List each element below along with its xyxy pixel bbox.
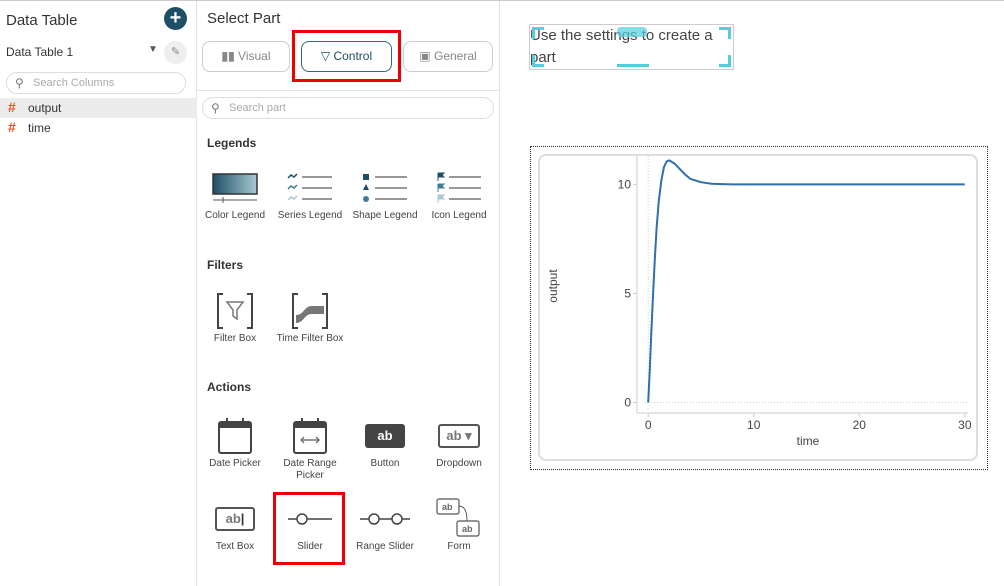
part-label: Range Slider [356, 541, 414, 552]
color-legend-icon [212, 173, 258, 203]
series-line-output [647, 159, 965, 403]
bar-chart-icon: ▮▮ [221, 49, 235, 63]
search-placeholder: Search part [229, 102, 286, 114]
part-filter-box[interactable]: Filter Box [197, 289, 273, 345]
part-dropdown[interactable]: ab ▾ Dropdown [421, 414, 497, 470]
tab-label: Visual [238, 49, 271, 63]
part-time-filter-box[interactable]: Time Filter Box [272, 289, 348, 345]
part-label: Slider [297, 541, 323, 552]
tab-label: Control [333, 49, 373, 63]
part-icon-legend[interactable]: Icon Legend [421, 166, 497, 222]
column-item-output[interactable]: # output [0, 98, 197, 118]
y-tick-label: 5 [624, 286, 631, 300]
x-tick-label: 30 [958, 418, 972, 432]
form-icon: ab ab [436, 498, 480, 537]
part-label: Icon Legend [431, 210, 487, 221]
add-data-table-button[interactable]: + [164, 7, 187, 30]
x-tick-label: 20 [853, 418, 867, 432]
time-filter-box-icon [292, 293, 328, 329]
panel-title: Data Table [6, 12, 78, 29]
icon-legend-icon [437, 172, 481, 203]
part-date-picker[interactable]: Date Picker [197, 414, 273, 470]
part-shape-legend[interactable]: Shape Legend [347, 166, 423, 222]
data-table-panel: Data Table + Data Table 1 ▼ ✎ ⚲ Search Co… [0, 1, 197, 586]
svg-text:ab: ab [442, 502, 453, 512]
edit-pencil-icon[interactable]: ✎ [164, 41, 187, 64]
column-item-time[interactable]: # time [0, 118, 197, 138]
panel-title: Select Part [207, 10, 281, 27]
part-label: Text Box [215, 541, 255, 552]
search-icon: ⚲ [15, 76, 24, 90]
dropdown-icon: ab ▾ [438, 424, 480, 448]
part-series-legend[interactable]: Series Legend [272, 166, 348, 222]
part-slider[interactable]: Slider [272, 497, 348, 553]
highlight-box [292, 30, 401, 82]
chart-panel [538, 154, 978, 461]
chevron-down-icon[interactable]: ▼ [148, 44, 158, 55]
x-tick-label: 10 [747, 418, 761, 432]
numeric-hash-icon: # [8, 99, 16, 115]
tab-control[interactable]: ▽ Control [301, 41, 392, 72]
part-label: Dropdown [436, 458, 482, 469]
part-button[interactable]: ab Button [347, 414, 423, 470]
part-label: Shape Legend [352, 210, 418, 221]
numeric-hash-icon: # [8, 119, 16, 135]
image-icon: ▣ [419, 49, 431, 63]
divider [197, 90, 500, 91]
search-placeholder: Search Columns [33, 77, 115, 89]
part-label: Series Legend [277, 210, 343, 221]
text-box-icon: ab| [215, 507, 255, 531]
dashboard-canvas: Use the settings to create a part time o… [500, 1, 1004, 586]
filter-icon: ▽ [320, 49, 331, 63]
y-tick-label: 0 [624, 395, 631, 409]
filter-box-icon [217, 293, 253, 329]
chart-part-frame[interactable] [530, 146, 988, 470]
part-label: Filter Box [213, 333, 257, 344]
column-name: output [28, 101, 62, 115]
y-tick-label: 10 [618, 177, 632, 191]
part-label: Button [370, 458, 400, 469]
svg-text:ab: ab [462, 524, 473, 534]
select-part-panel: Select Part ▮▮ Visual ▽ Control ▣ Genera… [197, 1, 500, 586]
calendar-icon [218, 418, 252, 454]
part-color-legend[interactable]: Color Legend [197, 166, 273, 222]
part-form[interactable]: ab ab Form [421, 497, 497, 553]
part-label: Form [447, 541, 471, 552]
tab-label: General [433, 49, 477, 63]
icon-text: ab [446, 428, 462, 443]
part-text-box[interactable]: ab| Text Box [197, 497, 273, 553]
part-label: Date Picker [209, 458, 261, 469]
section-actions: Actions [207, 380, 252, 394]
section-legends: Legends [207, 136, 257, 150]
part-label: Color Legend [204, 210, 266, 221]
section-filters: Filters [207, 258, 244, 272]
shape-legend-icon [363, 174, 407, 202]
x-axis-label: time [797, 434, 820, 448]
series-legend-icon [287, 173, 332, 201]
tab-visual[interactable]: ▮▮ Visual [202, 41, 290, 72]
date-range-icon [293, 418, 327, 454]
range-slider-icon [360, 513, 410, 525]
slider-icon [288, 513, 332, 525]
part-label: Time Filter Box [276, 333, 344, 344]
part-range-slider[interactable]: Range Slider [347, 497, 423, 553]
data-table-select[interactable]: Data Table 1 [6, 45, 74, 59]
button-icon: ab [365, 424, 405, 448]
icon-text: ab [225, 511, 241, 526]
part-label: Date Range Picker [283, 458, 337, 481]
y-axis-label: output [546, 269, 560, 303]
highlight-box [273, 492, 345, 565]
column-name: time [28, 121, 51, 135]
part-date-range-picker[interactable]: Date Range Picker [272, 414, 348, 482]
line-chart: time output 0 10 20 30 0 5 10 [546, 156, 972, 448]
search-part-input[interactable]: ⚲ Search part [202, 97, 494, 119]
search-icon: ⚲ [211, 101, 220, 115]
tab-general[interactable]: ▣ General [403, 41, 493, 72]
search-columns-input[interactable]: ⚲ Search Columns [6, 72, 186, 94]
x-tick-label: 0 [645, 418, 652, 432]
